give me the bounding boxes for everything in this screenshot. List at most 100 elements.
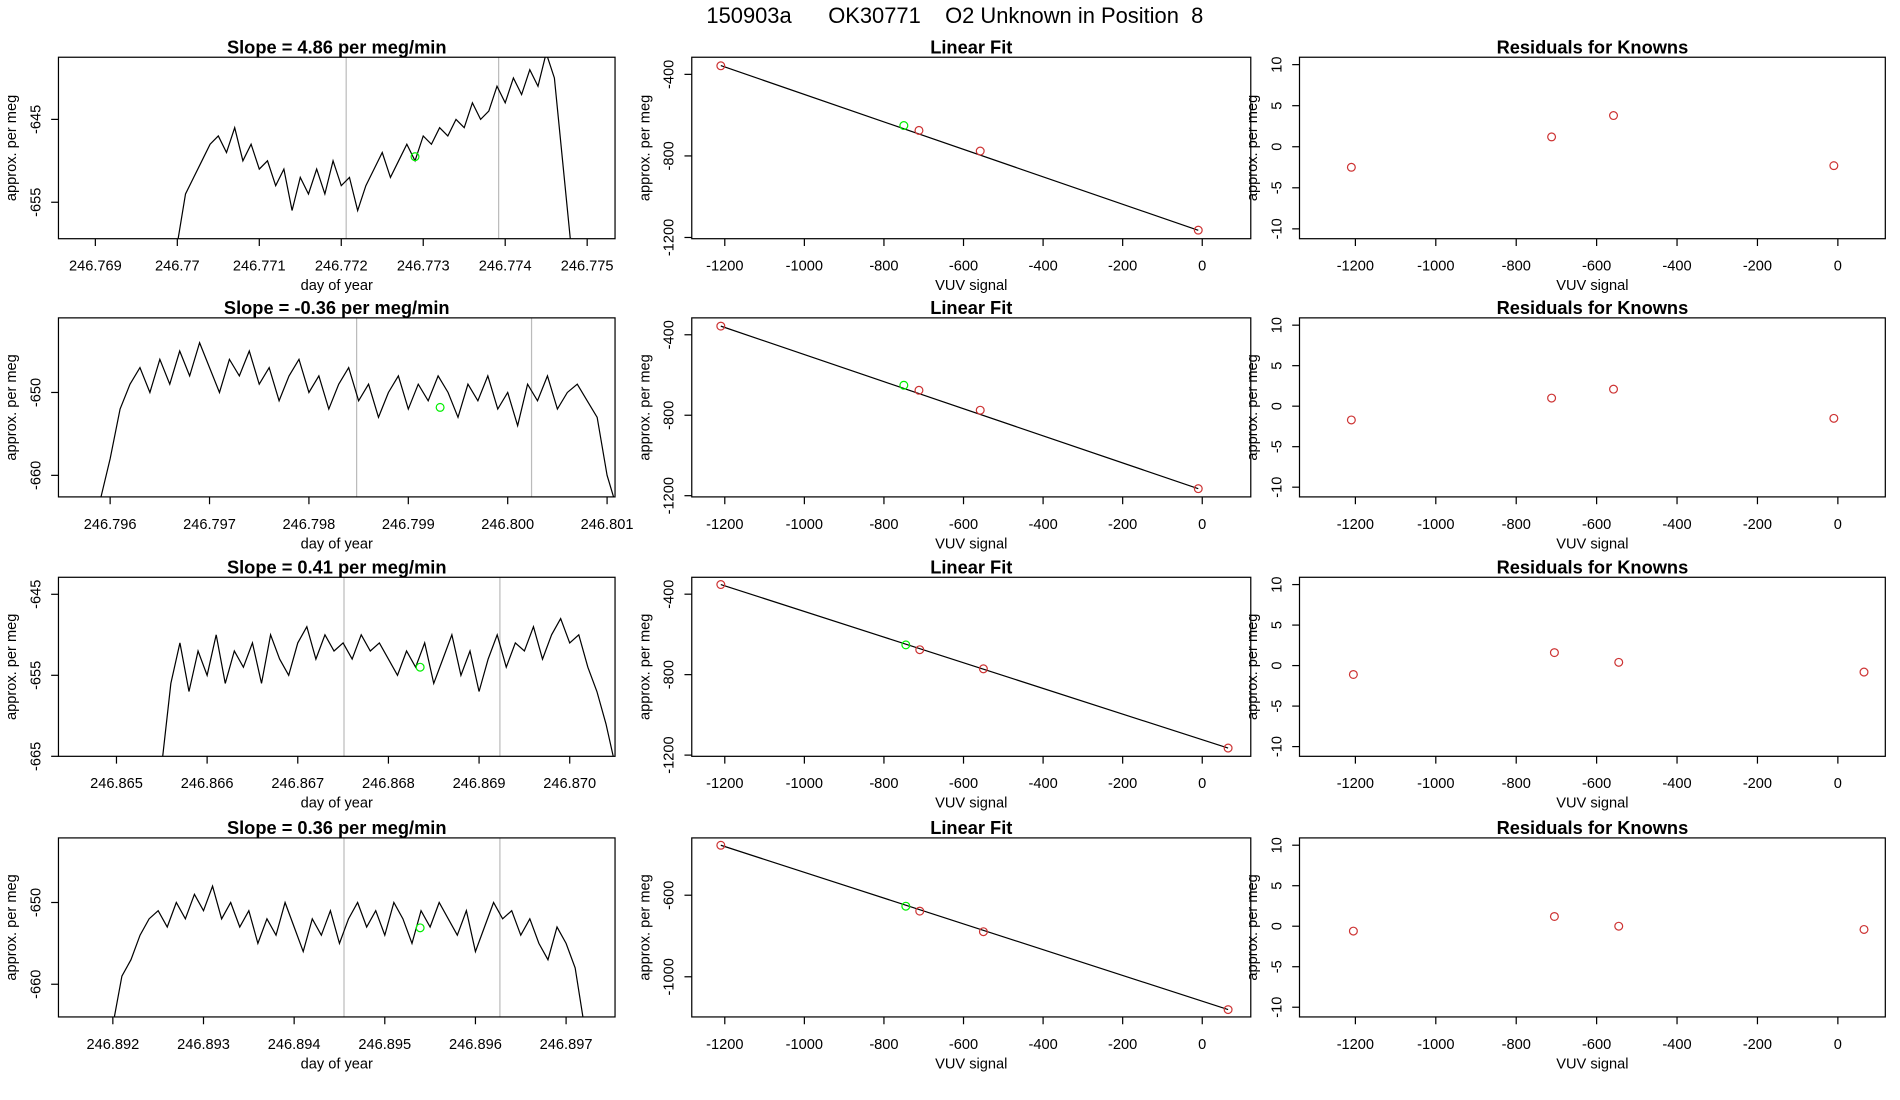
plot-area — [100, 317, 615, 497]
panel: Linear Fit VUV signal approx. per meg -1200… — [637, 817, 1252, 1072]
x-tick-label: 246.895 — [358, 1037, 411, 1053]
x-tick-label: 246.771 — [233, 259, 286, 275]
y-tick-label: 0 — [1269, 402, 1285, 410]
y-axis-label: approx. per meg — [4, 614, 20, 720]
x-tick-label: -800 — [869, 517, 898, 533]
x-tick-label: 246.801 — [581, 517, 634, 533]
x-tick-label: 0 — [1834, 1037, 1842, 1053]
highlight-point — [410, 152, 420, 162]
x-tick-label: -1200 — [1337, 776, 1374, 792]
x-axis-label: VUV signal — [935, 278, 1007, 294]
point — [1829, 161, 1839, 171]
plot-area — [716, 61, 1203, 235]
plot-frame — [691, 576, 1252, 757]
point — [1609, 384, 1619, 394]
point — [914, 385, 924, 395]
plot-frame — [691, 317, 1252, 498]
point — [1547, 393, 1557, 403]
x-tick-label: 246.893 — [177, 1037, 230, 1053]
y-tick-label: 10 — [1269, 837, 1285, 853]
y-tick-label: -650 — [28, 378, 44, 407]
y-tick-label: 0 — [1269, 922, 1285, 930]
x-tick-label: 246.896 — [449, 1037, 502, 1053]
x-axis-label: day of year — [301, 536, 373, 552]
panel-title: Linear Fit — [930, 817, 1012, 838]
plot-frame — [57, 837, 616, 1018]
x-tick-label: -1000 — [1417, 259, 1454, 275]
highlight-point — [435, 402, 445, 412]
x-tick-label: 246.773 — [397, 259, 450, 275]
fit-line — [720, 65, 1199, 231]
x-tick-label: 246.797 — [183, 517, 236, 533]
panel-title: Residuals for Knowns — [1497, 817, 1689, 838]
highlight-point — [415, 662, 425, 672]
x-tick-label: 246.775 — [561, 259, 614, 275]
panel-title: Linear Fit — [930, 37, 1012, 58]
x-tick-label: -1000 — [786, 259, 823, 275]
x-axis-label: VUV signal — [1556, 1056, 1628, 1072]
x-tick-label: -200 — [1743, 776, 1772, 792]
y-tick-label: -5 — [1269, 960, 1285, 973]
plot-area — [177, 57, 571, 239]
x-tick-label: -800 — [1502, 259, 1531, 275]
data-line — [162, 617, 614, 757]
y-tick-label: -400 — [662, 580, 678, 609]
plot-area — [162, 577, 614, 757]
x-axis-label: VUV signal — [935, 536, 1007, 552]
x-tick-label: -400 — [1028, 259, 1057, 275]
x-tick-label: 246.772 — [315, 259, 368, 275]
y-axis-label: approx. per meg — [1245, 614, 1261, 720]
x-tick-label: 0 — [1198, 1037, 1206, 1053]
panel: Linear Fit VUV signal approx. per meg -1200… — [637, 297, 1252, 552]
x-tick-label: -800 — [869, 1037, 898, 1053]
y-tick-label: -400 — [662, 60, 678, 89]
y-tick-label: -1200 — [662, 477, 678, 514]
point — [1549, 648, 1559, 658]
point — [1223, 743, 1233, 753]
panel: Residuals for Knowns VUV signal approx. pe… — [1245, 297, 1886, 552]
x-tick-label: -1200 — [1337, 259, 1374, 275]
data-line — [100, 340, 615, 497]
x-tick-label: 246.769 — [69, 259, 122, 275]
x-tick-label: -400 — [1662, 517, 1691, 533]
x-tick-label: 246.869 — [453, 776, 506, 792]
plot-area — [716, 321, 1203, 494]
y-tick-label: -665 — [28, 742, 44, 771]
plot-frame — [57, 317, 616, 498]
x-tick-label: 246.867 — [271, 776, 324, 792]
panel-title: Slope = 0.41 per meg/min — [227, 557, 447, 578]
panel-title: Slope = 0.36 per meg/min — [227, 817, 447, 838]
fit-line — [720, 583, 1229, 749]
y-tick-label: 5 — [1269, 102, 1285, 110]
panel-title: Residuals for Knowns — [1497, 557, 1689, 578]
x-tick-label: -400 — [1028, 776, 1057, 792]
y-tick-label: -10 — [1269, 997, 1285, 1018]
y-tick-label: -10 — [1269, 477, 1285, 498]
fit-line — [720, 325, 1199, 490]
point — [978, 664, 988, 674]
point — [716, 580, 726, 590]
panel: Slope = -0.36 per meg/min day of year appr… — [4, 297, 633, 552]
x-tick-label: 0 — [1834, 259, 1842, 275]
y-tick-label: -655 — [28, 188, 44, 217]
plot-frame — [691, 837, 1252, 1018]
point — [914, 125, 924, 135]
x-tick-label: 246.77 — [155, 259, 200, 275]
x-tick-label: -400 — [1662, 259, 1691, 275]
x-tick-label: -1200 — [1337, 1037, 1374, 1053]
y-tick-label: -655 — [28, 661, 44, 690]
plot-area — [716, 840, 1233, 1015]
x-tick-label: 246.892 — [86, 1037, 139, 1053]
x-tick-label: -1200 — [706, 517, 743, 533]
plot-frame — [57, 576, 616, 757]
panel: Slope = 4.86 per meg/min day of year appro… — [4, 37, 616, 294]
x-tick-label: -1200 — [706, 1037, 743, 1053]
x-tick-label: 246.799 — [382, 517, 435, 533]
y-axis-label: approx. per meg — [4, 354, 20, 460]
data-line — [177, 57, 571, 239]
y-tick-label: 10 — [1269, 576, 1285, 592]
point — [1348, 669, 1358, 680]
x-tick-label: 246.897 — [540, 1037, 593, 1053]
point — [1346, 162, 1356, 172]
